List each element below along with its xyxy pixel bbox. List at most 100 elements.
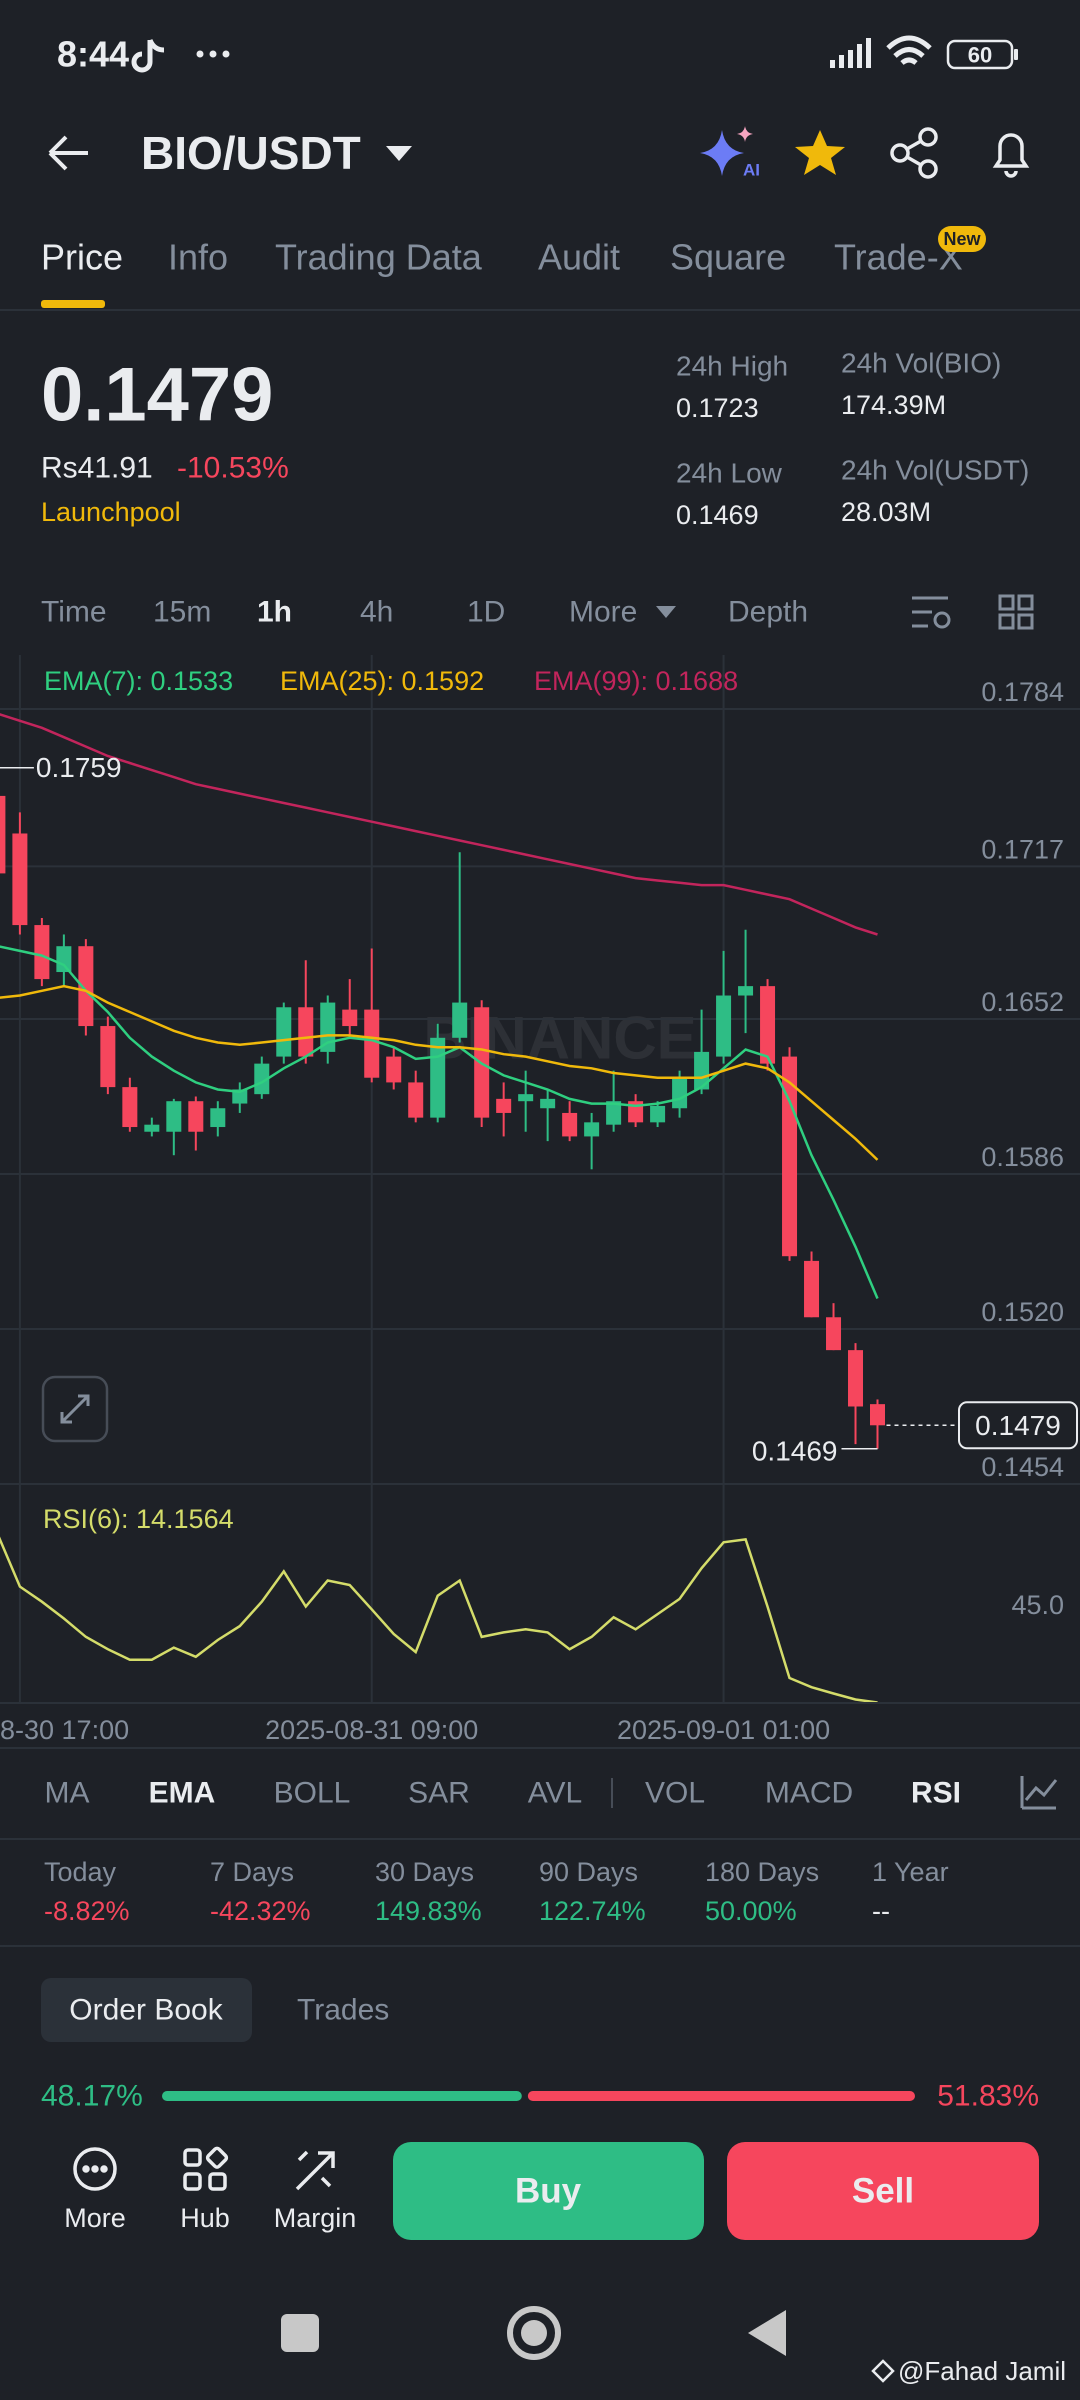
order-book-tab[interactable]: Order Book [69,1994,223,2027]
ask-ratio-bar [527,2091,915,2101]
candle-body [870,1404,885,1426]
interval[interactable]: 1D [467,596,505,629]
ai-button[interactable] [700,130,744,176]
ask-ratio-label: 51.83% [937,2080,1039,2113]
back-button[interactable] [48,135,88,171]
candle-body [78,946,94,1027]
candle-body [188,1101,204,1132]
indicator-tab[interactable]: VOL [645,1777,705,1810]
candle-body [12,833,28,926]
tab[interactable]: Square [670,237,786,278]
period-change: -8.82% [44,1896,130,1926]
tag: Launchpool [41,497,181,527]
stat-value: 0.1723 [676,393,759,423]
trades-tab[interactable]: Trades [297,1994,389,2027]
period-label: 90 Days [539,1857,638,1887]
indicator-tab[interactable]: RSI [911,1777,961,1810]
candle-body [738,986,754,996]
interval[interactable]: 4h [360,596,393,629]
home-button[interactable] [507,2306,561,2360]
indicator-tab[interactable]: AVL [528,1777,582,1810]
alert-button[interactable] [992,133,1030,178]
battery-level: 60 [968,43,992,68]
legend-entry: EMA(7): 0.1533 [44,666,233,696]
nav-label[interactable]: Margin [274,2203,357,2233]
favorite-button[interactable] [795,130,845,175]
buy-button[interactable] [393,2142,704,2240]
indicator-tab[interactable]: EMA [149,1777,216,1810]
bid-ratio-label: 48.17% [41,2080,143,2113]
stat-value: 28.03M [841,497,931,527]
indicator-tab[interactable]: MA [45,1777,90,1810]
nav-label[interactable]: Hub [180,2203,230,2233]
candle-body [342,1009,358,1027]
bid-ratio-bar [162,2091,522,2101]
interval[interactable]: More [569,596,637,629]
candle-body [0,795,6,874]
interval[interactable]: 1h [257,596,292,629]
tab-indicator [41,300,105,308]
y-tick-label: 0.1717 [981,834,1064,864]
buy-label[interactable]: Buy [515,2172,582,2211]
share-button[interactable] [890,127,938,179]
nav-label[interactable]: More [64,2203,126,2233]
candle-body [232,1089,248,1104]
sell-label[interactable]: Sell [852,2172,914,2211]
candle-body [650,1105,666,1123]
indicator-tab[interactable]: MACD [765,1777,853,1810]
indicator-tab[interactable]: SAR [408,1777,470,1810]
more-caret [656,606,676,618]
interval[interactable]: 15m [153,596,211,629]
period-change: 149.83% [375,1896,482,1926]
header-icons: AI [48,126,1030,180]
fiat-price: Rs41.91 [41,452,153,485]
pair-title[interactable]: BIO/USDT [141,127,361,179]
tab[interactable]: Info [168,237,228,278]
candle-body [364,1009,380,1078]
tab[interactable]: Price [41,237,123,278]
candle-body [100,1026,116,1088]
last-price-tag-label: 0.1479 [975,1410,1061,1441]
status-time: 8:44 [57,34,129,75]
candle-body [254,1063,270,1095]
tab[interactable]: Trading Data [275,237,483,278]
candle-body [276,1007,292,1057]
expand-button[interactable] [41,1375,109,1443]
x-tick-label: 8-30 17:00 [0,1715,129,1745]
indicator-title: RSI(6): 14.1564 [43,1504,234,1534]
pair-dropdown[interactable] [386,146,412,161]
badge [938,226,986,252]
rsi-line [0,1536,878,1704]
interval[interactable]: Depth [728,596,808,629]
ai-icon-glyph: AI [743,161,760,180]
indicator-tab[interactable]: BOLL [274,1777,351,1810]
indicator-settings[interactable] [1020,1776,1058,1810]
candle-body [760,986,776,1064]
back-nav-button[interactable] [748,2310,786,2356]
y-tick-label: 45.0 [1011,1590,1064,1620]
tab[interactable]: Audit [538,237,620,278]
order-book-tab-bg[interactable] [41,1978,252,2042]
period-label: 180 Days [705,1857,819,1887]
y-tick-label: 0.1586 [981,1142,1064,1172]
recents-button[interactable] [281,2314,319,2352]
period-change: -42.32% [210,1896,311,1926]
price-change: -10.53% [177,452,289,485]
candle-body [144,1124,160,1132]
candle-body [826,1317,842,1351]
period-label: 7 Days [210,1857,294,1887]
chart-settings[interactable] [912,596,948,628]
legend-entry: EMA(25): 0.1592 [280,666,484,696]
max-marker-label: 0.1759 [36,752,122,783]
layout-toggle[interactable] [998,594,1034,630]
watermark: BINANCE [423,1005,696,1072]
interval[interactable]: Time [41,596,107,629]
candle-body [408,1082,424,1118]
stat-label: 24h Vol(USDT) [841,455,1029,486]
badge-text: New [943,229,981,249]
ema-line [0,713,878,936]
sell-button[interactable] [727,2142,1039,2240]
last-price: 0.1479 [41,353,273,438]
last-price-tag [958,1401,1078,1450]
